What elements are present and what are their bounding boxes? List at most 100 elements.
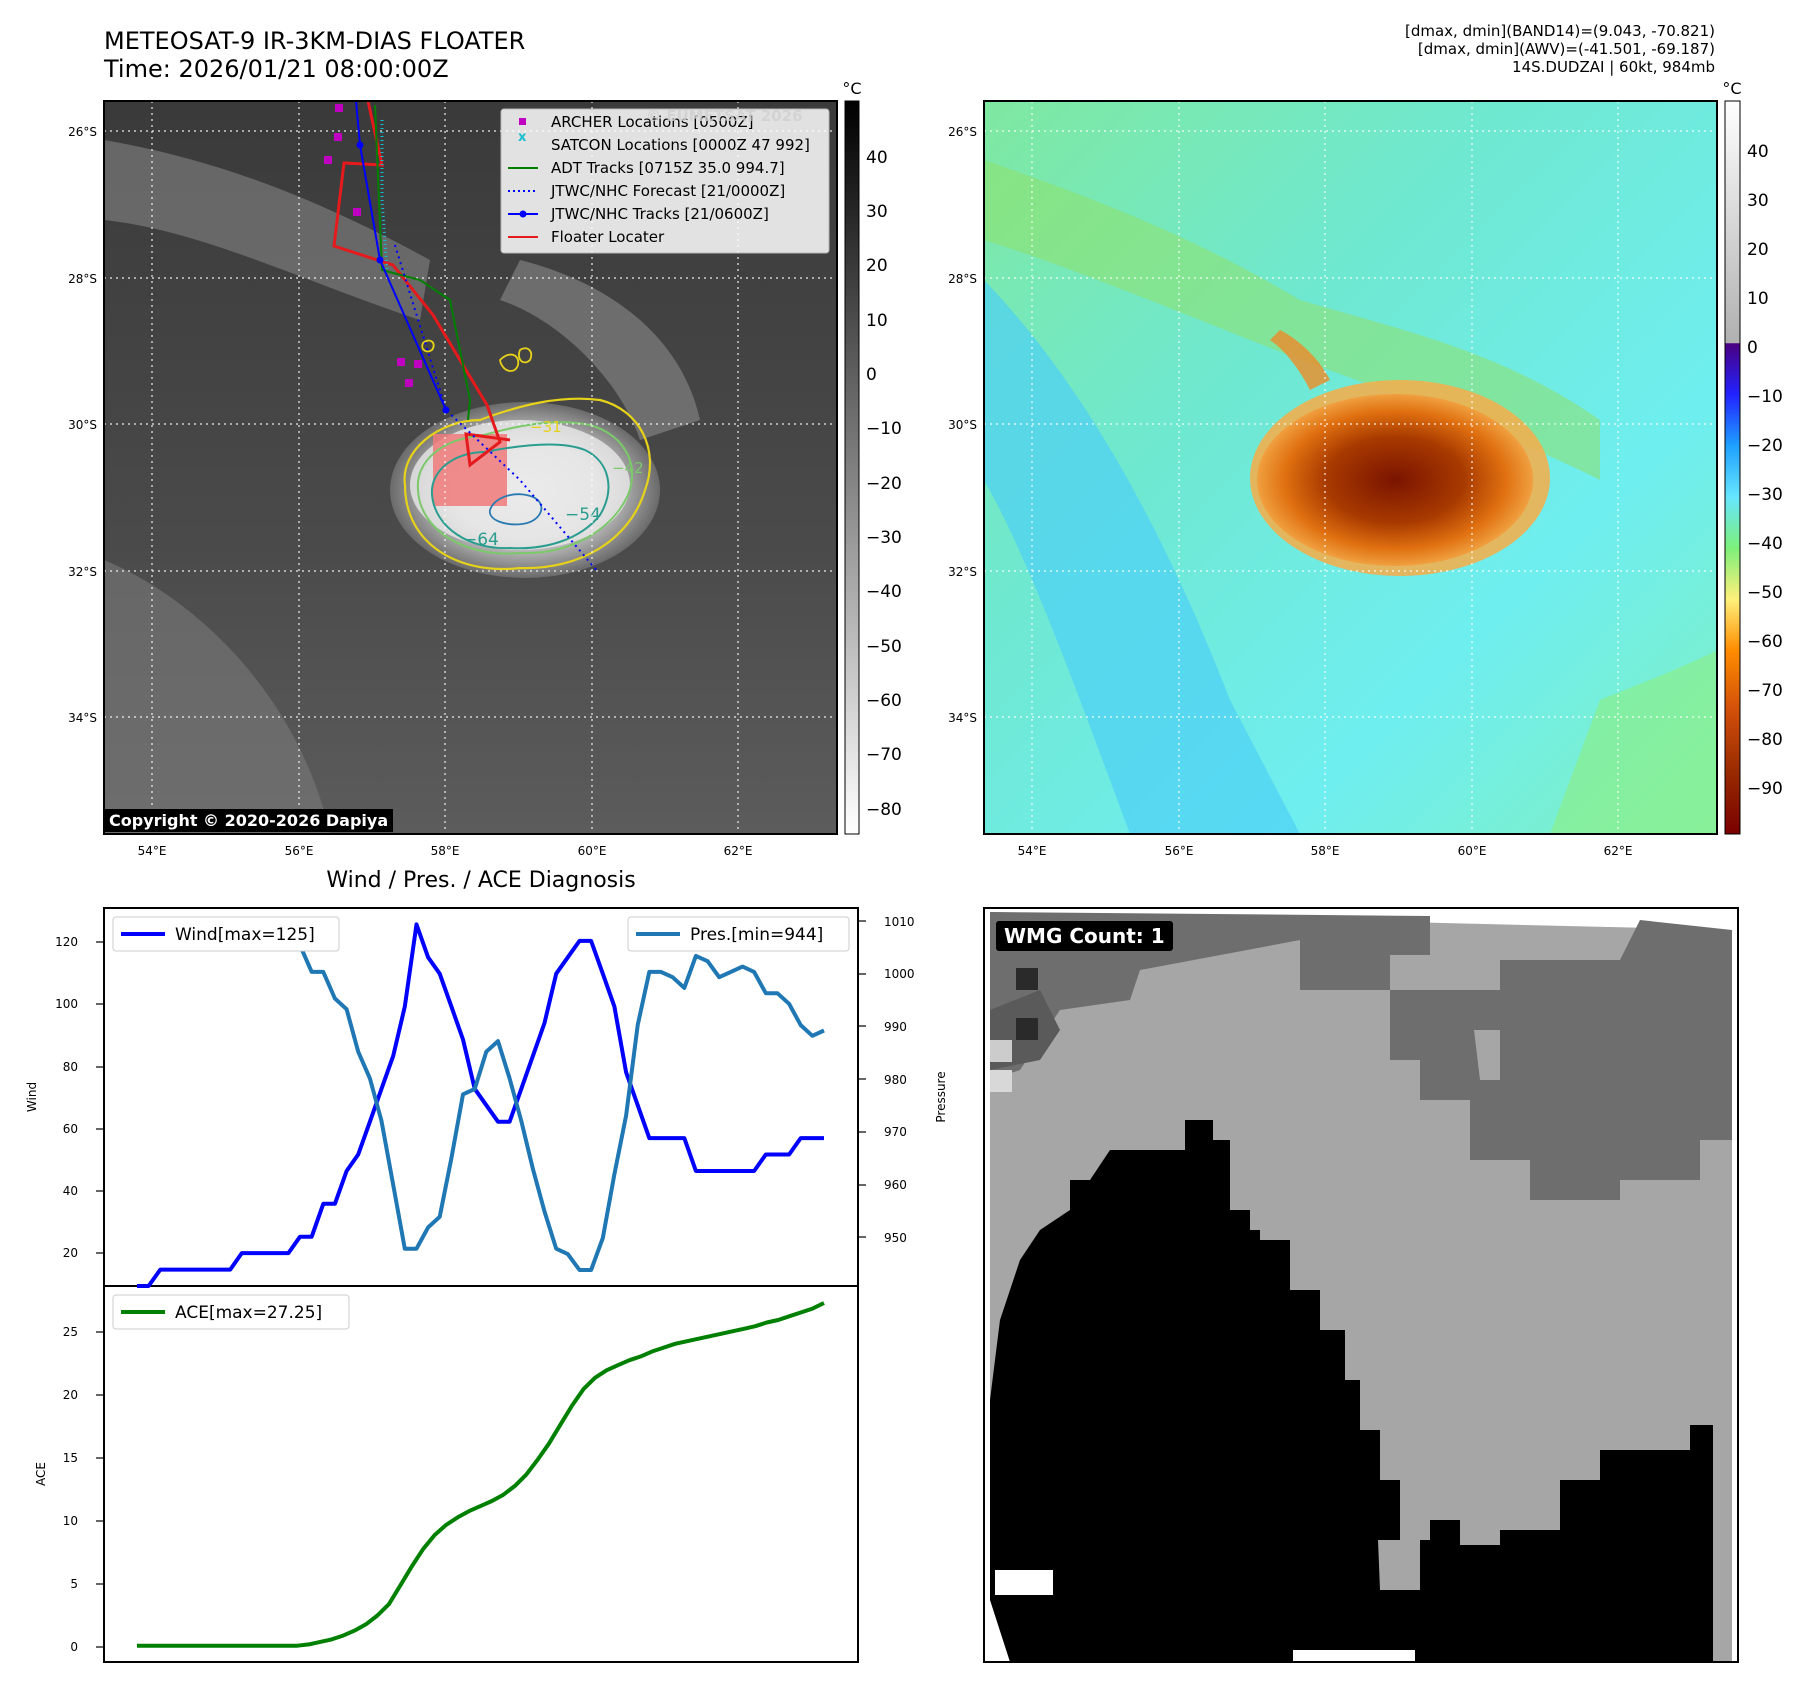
legend-satcon: SATCON Locations [0000Z 47 992] <box>551 136 810 154</box>
cbar1-tick: −80 <box>866 800 902 820</box>
ir-colorbar-ticks: 40 30 20 10 0 −10 −20 −30 −40 −50 −60 −7… <box>866 148 902 820</box>
jtwc-track <box>355 101 447 411</box>
ace-legend-label: ACE[max=27.25] <box>175 1303 322 1323</box>
ace-tick: 0 <box>70 1640 78 1654</box>
ace-tick-marks <box>96 1331 104 1648</box>
wind-legend: Wind[max=125] <box>112 916 340 952</box>
pres-axis-ticks: 1010 1000 990 980 970 960 950 <box>884 915 915 1245</box>
lon-tick: 56°E <box>285 844 314 858</box>
lon-tick: 54°E <box>138 844 167 858</box>
wind-tick-marks <box>96 941 104 1254</box>
cbar2-tick: 40 <box>1747 142 1769 162</box>
lon-tick: 62°E <box>724 844 753 858</box>
cbar2-tick: −90 <box>1747 779 1783 799</box>
lat-tick: 28°S <box>948 272 977 286</box>
jtwc-track-point <box>376 256 384 264</box>
awv-map-frame <box>983 100 1718 835</box>
wind-tick: 80 <box>63 1060 78 1074</box>
cbar2-tick: −20 <box>1747 436 1783 456</box>
ir-legend: x ARCHER Locations [0500Z] SATCON Locati… <box>500 108 830 254</box>
pres-tick: 960 <box>884 1178 907 1192</box>
cbar2-tick: 20 <box>1747 240 1769 260</box>
awv-map <box>984 101 1717 834</box>
awv-lon-ticks: 54°E 56°E 58°E 60°E 62°E <box>1018 844 1633 858</box>
cbar2-tick: −80 <box>1747 730 1783 750</box>
lat-tick: 34°S <box>68 711 97 725</box>
wind-axis-ticks: 120 100 80 60 40 20 <box>55 935 78 1260</box>
pres-tick: 1000 <box>884 967 915 981</box>
legend-forecast: JTWC/NHC Forecast [21/0000Z] <box>550 182 785 200</box>
floater-locater-track <box>332 101 511 468</box>
cbar1-tick: 0 <box>866 365 877 385</box>
lat-tick: 32°S <box>948 565 977 579</box>
ir-colorbar-unit: °C <box>842 79 861 98</box>
pres-tick: 980 <box>884 1073 907 1087</box>
awv-colorbar-unit: °C <box>1722 79 1741 98</box>
wind-tick: 20 <box>63 1246 78 1260</box>
cbar1-tick: −20 <box>866 474 902 494</box>
title-line-2: Time: 2026/01/21 08:00:00Z <box>104 55 449 83</box>
awv-lat-ticks: 26°S 28°S 30°S 32°S 34°S <box>948 125 977 725</box>
ir-lon-ticks: 54°E 56°E 58°E 60°E 62°E <box>138 844 753 858</box>
pressure-axis-label: Pressure <box>934 1071 948 1122</box>
contour-label: −54 <box>565 505 601 525</box>
ace-tick: 20 <box>63 1388 78 1402</box>
wmg-count-badge: WMG Count: 1 <box>996 921 1173 951</box>
ir-colorbar <box>844 100 860 835</box>
info-line-2: [dmax, dmin](AWV)=(-41.501, -69.187) <box>1417 40 1715 58</box>
lon-tick: 58°E <box>1311 844 1340 858</box>
lon-tick: 58°E <box>431 844 460 858</box>
ace-legend: ACE[max=27.25] <box>112 1294 350 1330</box>
ace-tick: 25 <box>63 1325 78 1339</box>
title-line-1: METEOSAT-9 IR-3KM-DIAS FLOATER <box>104 27 526 55</box>
awv-colorbar <box>1724 100 1741 835</box>
jtwc-track-point <box>442 406 450 414</box>
cbar2-tick: 10 <box>1747 289 1769 309</box>
wind-tick: 60 <box>63 1122 78 1136</box>
pres-tick: 970 <box>884 1125 907 1139</box>
lat-tick: 32°S <box>68 565 97 579</box>
cbar1-tick: −40 <box>866 582 902 602</box>
cbar2-tick: −30 <box>1747 485 1783 505</box>
lat-tick: 34°S <box>948 711 977 725</box>
wind-legend-label: Wind[max=125] <box>175 925 315 945</box>
info-line-3: 14S.DUDZAI | 60kt, 984mb <box>1512 58 1715 76</box>
ace-panel <box>103 1285 859 1663</box>
pres-tick: 990 <box>884 1020 907 1034</box>
cbar1-tick: −50 <box>866 637 902 657</box>
cbar2-tick: −10 <box>1747 387 1783 407</box>
cbar2-tick: −60 <box>1747 632 1783 652</box>
lat-tick: 28°S <box>68 272 97 286</box>
jtwc-track-point <box>356 141 364 149</box>
ace-tick: 5 <box>70 1577 78 1591</box>
ir-map-frame <box>103 100 838 835</box>
satcon-legend-marker: x <box>518 130 527 145</box>
cbar1-tick: 10 <box>866 311 888 331</box>
tracks-legend-dot <box>519 210 527 218</box>
legend-archer: ARCHER Locations [0500Z] <box>551 113 754 131</box>
pres-tick-marks <box>858 920 866 1238</box>
wind-axis-label: Wind <box>25 1082 39 1112</box>
lon-tick: 56°E <box>1165 844 1194 858</box>
ir-map: −64 −54 −31 −42 x <box>104 101 837 834</box>
archer-locations <box>324 104 422 387</box>
satcon-locations <box>380 120 389 271</box>
ir-gridlines <box>104 101 837 834</box>
archer-legend-marker <box>519 118 526 125</box>
contour-label: −31 <box>530 418 562 436</box>
awv-colorbar-ticks: 40 30 20 10 0 −10 −20 −30 −40 −50 −60 −7… <box>1747 142 1783 799</box>
cbar2-tick: −50 <box>1747 583 1783 603</box>
cbar1-tick: −70 <box>866 745 902 765</box>
lon-tick: 54°E <box>1018 844 1047 858</box>
lon-tick: 60°E <box>1458 844 1487 858</box>
wind-tick: 40 <box>63 1184 78 1198</box>
ace-line <box>137 1301 825 1648</box>
awv-gridlines <box>984 101 1717 834</box>
cbar2-tick: −40 <box>1747 534 1783 554</box>
cbar1-tick: 30 <box>866 202 888 222</box>
contour-label: −64 <box>463 530 499 550</box>
cbar1-tick: −30 <box>866 528 902 548</box>
ir-lat-ticks: 26°S 28°S 30°S 32°S 34°S <box>68 125 97 725</box>
cbar1-tick: 40 <box>866 148 888 168</box>
